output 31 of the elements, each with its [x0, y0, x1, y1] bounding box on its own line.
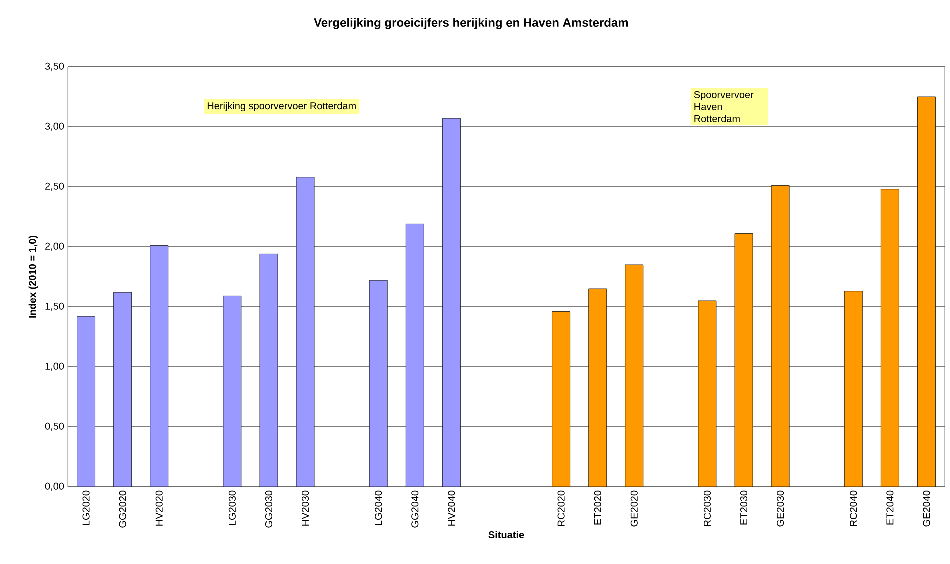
x-axis-title: Situatie — [488, 531, 524, 539]
x-tick-label: GE2040 — [923, 490, 930, 527]
x-tick-label: RC2030 — [704, 490, 712, 526]
y-tick-label: 1,00 — [46, 362, 64, 372]
x-tick-label: RC2020 — [558, 490, 565, 526]
x-tick-label: ET2040 — [886, 490, 894, 525]
x-tick-label: LG2040 — [375, 490, 382, 526]
y-axis-title: Index (2010 = 1,0) — [28, 236, 38, 318]
x-tick-label: LG2030 — [228, 490, 236, 526]
x-tick-label: ET2030 — [740, 490, 748, 525]
y-tick-label: 0,00 — [45, 482, 64, 492]
annotation: Spoorvervoer Haven Rotterdam — [694, 91, 754, 122]
y-tick-label: 3,50 — [45, 62, 64, 72]
x-tick-label: GG2040 — [412, 490, 419, 528]
x-tick-label: GG2020 — [119, 490, 126, 528]
x-tick-label: GE2030 — [777, 490, 784, 527]
x-tick-label: RC2040 — [850, 490, 858, 526]
chart-title: Vergelijking groeicijfers herijking en Haven Amsterdam — [314, 18, 628, 30]
y-tick-label: 2,00 — [46, 242, 64, 252]
x-tick-label: GG2030 — [265, 490, 273, 528]
x-tick-label: HV2030 — [302, 490, 310, 526]
x-tick-label: LG2020 — [82, 490, 90, 526]
x-tick-label: HV2020 — [156, 490, 163, 526]
y-tick-label: 0,50 — [45, 422, 64, 432]
y-tick-label: 2,50 — [46, 182, 64, 192]
annotation: Herijking spoorvervoer Rotterdam — [208, 102, 356, 112]
x-tick-label: ET2020 — [594, 490, 602, 525]
y-tick-label: 1,50 — [46, 302, 64, 312]
y-tick-label: 3,00 — [45, 122, 64, 132]
x-tick-label: HV2040 — [448, 490, 456, 526]
x-tick-label: GE2020 — [630, 490, 638, 527]
